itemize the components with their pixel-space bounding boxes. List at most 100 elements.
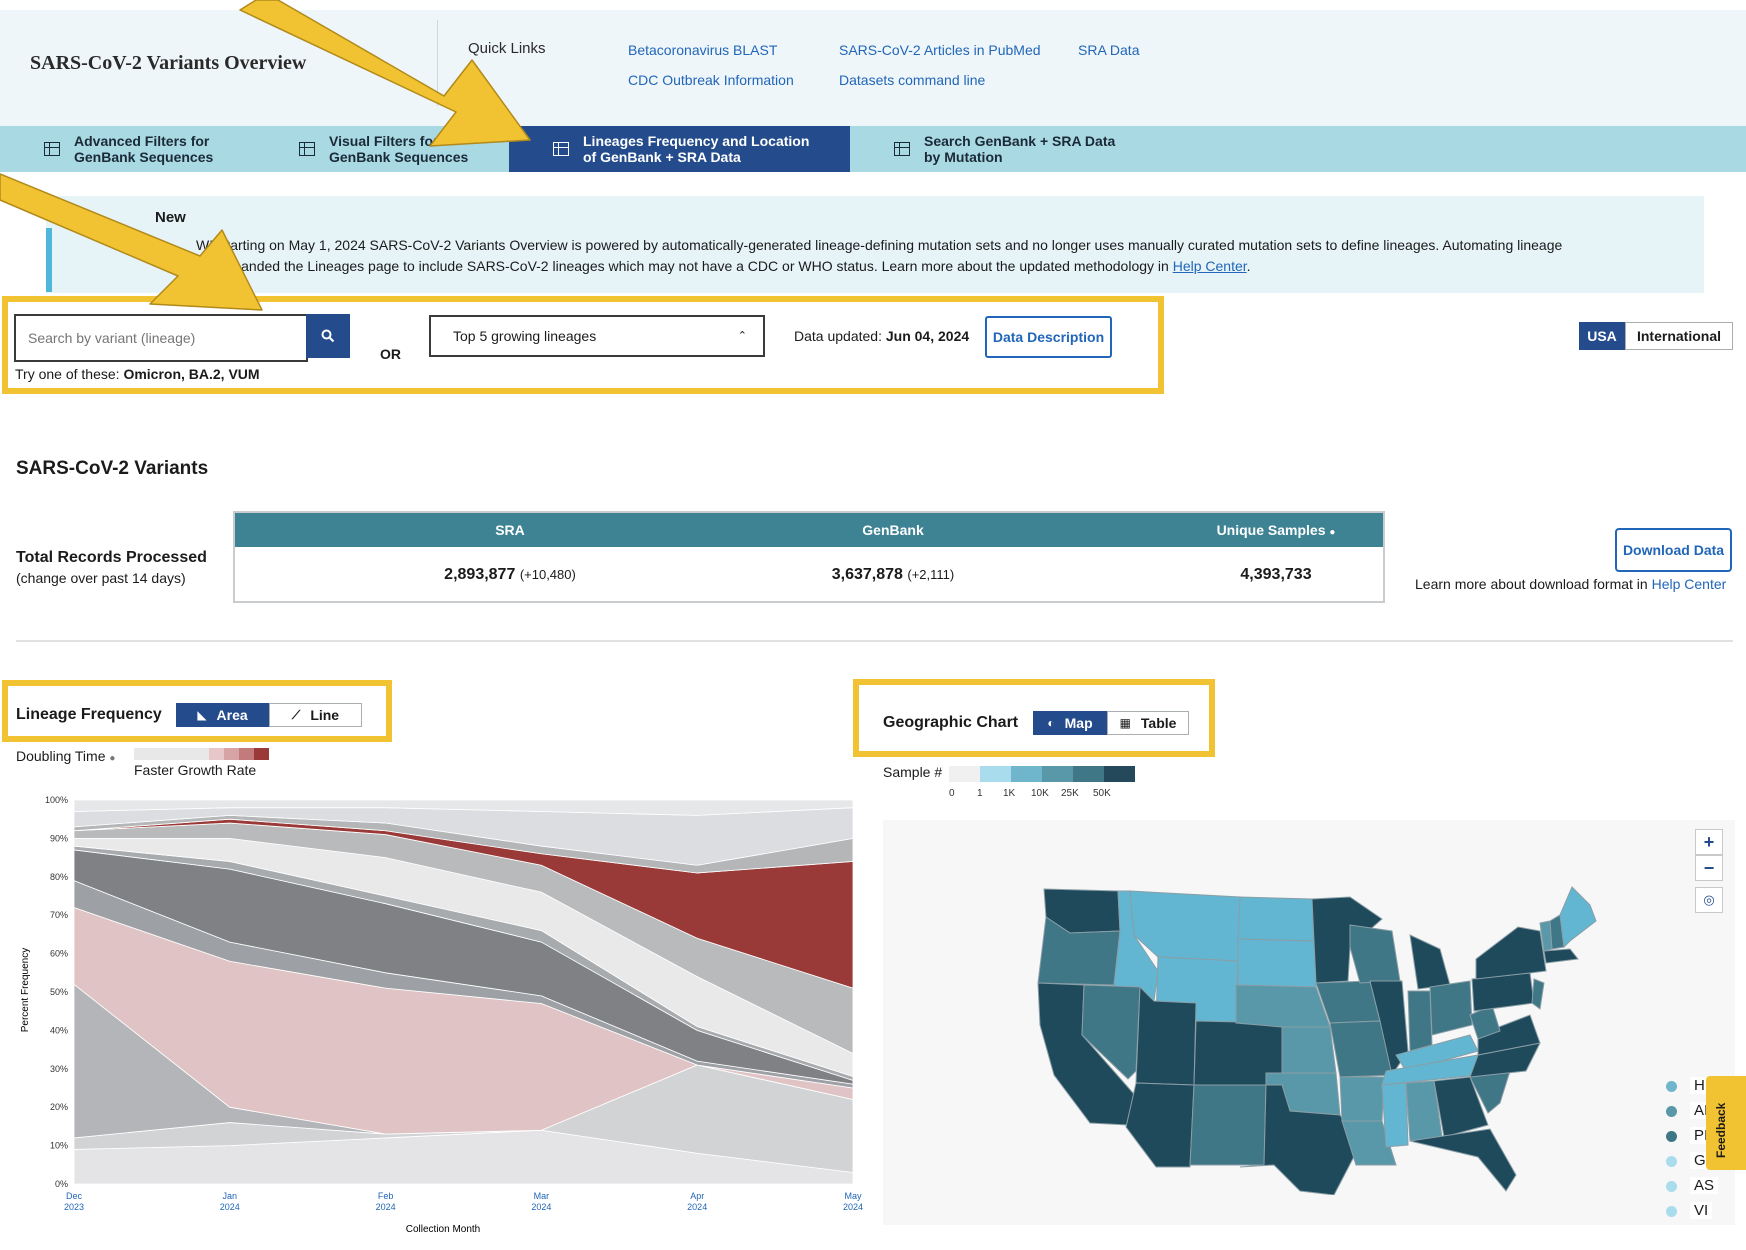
state-nevada[interactable] <box>1081 984 1141 1080</box>
quick-link-cdc-outbreak[interactable]: CDC Outbreak Information <box>628 72 794 88</box>
legend-dot <box>1666 1181 1677 1192</box>
summary-value-genbank: 3,637,878 (+2,111) <box>743 566 1043 584</box>
area-band[interactable] <box>73 799 854 816</box>
doubling-time-gradient <box>134 748 269 760</box>
help-center-link[interactable]: Help Center <box>1172 258 1247 274</box>
total-records-label: Total Records Processed <box>16 549 207 566</box>
data-description-button[interactable]: Data Description <box>985 316 1112 358</box>
y-tick-label: 50% <box>50 987 68 997</box>
table-icon <box>553 142 569 156</box>
try-these-hint: Try one of these: Omicron, BA.2, VUM <box>15 366 260 382</box>
state-arkansas[interactable] <box>1339 1076 1385 1122</box>
y-axis-ticks: 100% 90% 80% 70% 60% 50% 40% 30% 20% 10% 0% <box>45 795 68 1189</box>
notice-text-line1: W! Starting on May 1, 2024 SARS-CoV-2 Va… <box>196 237 1563 253</box>
x-tick-label: 2024 <box>687 1202 707 1212</box>
chevron-up-icon: ⌃ <box>737 330 747 342</box>
territory-label[interactable]: VI <box>1690 1202 1713 1219</box>
gradient-step <box>254 748 269 760</box>
legend-dot <box>1666 1131 1677 1142</box>
state-new-mexico[interactable] <box>1189 1084 1267 1166</box>
lineage-select[interactable]: Top 5 growing lineages ⌃ <box>429 315 765 357</box>
tab-label-line2: of GenBank + SRA Data <box>583 149 741 165</box>
y-tick-label: 40% <box>50 1025 68 1035</box>
y-tick-label: 100% <box>45 795 68 805</box>
info-icon[interactable]: ● <box>109 753 116 764</box>
quick-link-datasets-cli[interactable]: Datasets command line <box>839 72 986 88</box>
state-nebraska[interactable] <box>1235 984 1331 1028</box>
state-wisconsin[interactable] <box>1349 924 1401 984</box>
state-arizona[interactable] <box>1125 1082 1195 1168</box>
search-button[interactable] <box>306 314 350 358</box>
tab-advanced-filters[interactable]: Advanced Filters for GenBank Sequences <box>30 126 280 172</box>
state-ohio[interactable] <box>1429 980 1473 1036</box>
area-view-button[interactable]: ◣ Area <box>176 703 269 727</box>
state-north-dakota[interactable] <box>1237 896 1315 942</box>
state-texas[interactable] <box>1239 1084 1361 1195</box>
summary-header-genbank: GenBank <box>862 522 924 538</box>
genbank-delta: (+2,111) <box>907 567 955 582</box>
line-view-button[interactable]: ⟋ Line <box>269 703 362 727</box>
map-view-button[interactable]: ◐ Map <box>1033 711 1107 735</box>
tab-lineages-frequency[interactable]: Lineages Frequency and Location of GenBan… <box>509 126 850 172</box>
x-axis-ticks: Dec2023Jan2024Feb2024Mar2024Apr2024May20… <box>64 1191 863 1212</box>
try-examples[interactable]: Omicron, BA.2, VUM <box>123 366 260 382</box>
legend-swatch <box>1011 766 1042 782</box>
region-international-button[interactable]: International <box>1625 322 1733 350</box>
table-view-button[interactable]: ▦ Table <box>1107 711 1189 735</box>
state-montana[interactable] <box>1129 890 1241 962</box>
state-south-dakota[interactable] <box>1237 938 1317 988</box>
notice-accent-bar <box>46 228 52 292</box>
state-new-york[interactable] <box>1475 926 1547 980</box>
notice-text-end: . <box>1246 258 1251 274</box>
tab-label-line1: Visual Filters for <box>329 133 439 149</box>
legend-tick: 25K <box>1061 788 1079 799</box>
sra-delta: (+10,480) <box>519 567 576 582</box>
summary-value-sra: 2,893,877 (+10,480) <box>360 566 660 584</box>
y-tick-label: 10% <box>50 1141 68 1151</box>
tab-visual-filters[interactable]: Visual Filters for GenBank Sequences <box>285 126 505 172</box>
territory-label[interactable]: AS <box>1690 1177 1719 1194</box>
quick-link-pubmed-articles[interactable]: SARS-CoV-2 Articles in PubMed <box>839 42 1041 58</box>
territory-label[interactable]: H <box>1690 1077 1709 1094</box>
search-input[interactable] <box>14 314 308 362</box>
state-mississippi[interactable] <box>1381 1082 1409 1148</box>
y-axis-label: Percent Frequency <box>20 948 31 1033</box>
state-kansas[interactable] <box>1281 1026 1337 1074</box>
area-chart-icon: ◣ <box>197 708 207 722</box>
tab-label-line2: by Mutation <box>924 149 1003 165</box>
download-note: Learn more about download format in Help… <box>1415 576 1726 592</box>
state-virginia[interactable] <box>1477 1014 1541 1056</box>
legend-swatch <box>1042 766 1073 782</box>
state-louisiana[interactable] <box>1341 1120 1397 1166</box>
state-new-jersey[interactable] <box>1531 978 1545 1010</box>
state-michigan[interactable] <box>1409 934 1451 990</box>
state-maine[interactable] <box>1559 886 1597 949</box>
globe-icon: ◐ <box>1047 716 1055 730</box>
locate-icon: ◎ <box>1703 892 1715 907</box>
state-indiana[interactable] <box>1407 990 1433 1052</box>
download-help-center-link[interactable]: Help Center <box>1651 576 1727 592</box>
zoom-out-button[interactable]: − <box>1695 855 1723 881</box>
legend-swatch <box>1104 766 1135 782</box>
quick-link-betacoronavirus-blast[interactable]: Betacoronavirus BLAST <box>628 42 778 58</box>
y-tick-label: 60% <box>50 949 68 959</box>
or-label: OR <box>380 346 401 362</box>
state-florida[interactable] <box>1409 1128 1517 1192</box>
x-tick-label: Apr <box>690 1191 704 1201</box>
tab-search-by-mutation[interactable]: Search GenBank + SRA Data by Mutation <box>880 126 1160 172</box>
state-massachusetts[interactable] <box>1543 948 1579 964</box>
table-icon: ▦ <box>1119 716 1131 730</box>
region-usa-button[interactable]: USA <box>1579 322 1625 350</box>
download-data-button[interactable]: Download Data <box>1615 528 1732 572</box>
state-georgia[interactable] <box>1433 1076 1489 1138</box>
state-illinois[interactable] <box>1369 980 1409 1077</box>
gradient-step <box>239 748 254 760</box>
feedback-tab[interactable]: Feedback <box>1706 1076 1746 1170</box>
summary-table-header <box>235 513 1383 547</box>
line-chart-icon: ⟋ <box>291 707 301 722</box>
info-icon[interactable]: ● <box>1329 527 1336 538</box>
zoom-in-button[interactable]: + <box>1695 829 1723 855</box>
recenter-button[interactable]: ◎ <box>1695 887 1723 913</box>
sample-count-label: Sample # <box>883 764 943 780</box>
quick-link-sra-data[interactable]: SRA Data <box>1078 42 1140 58</box>
